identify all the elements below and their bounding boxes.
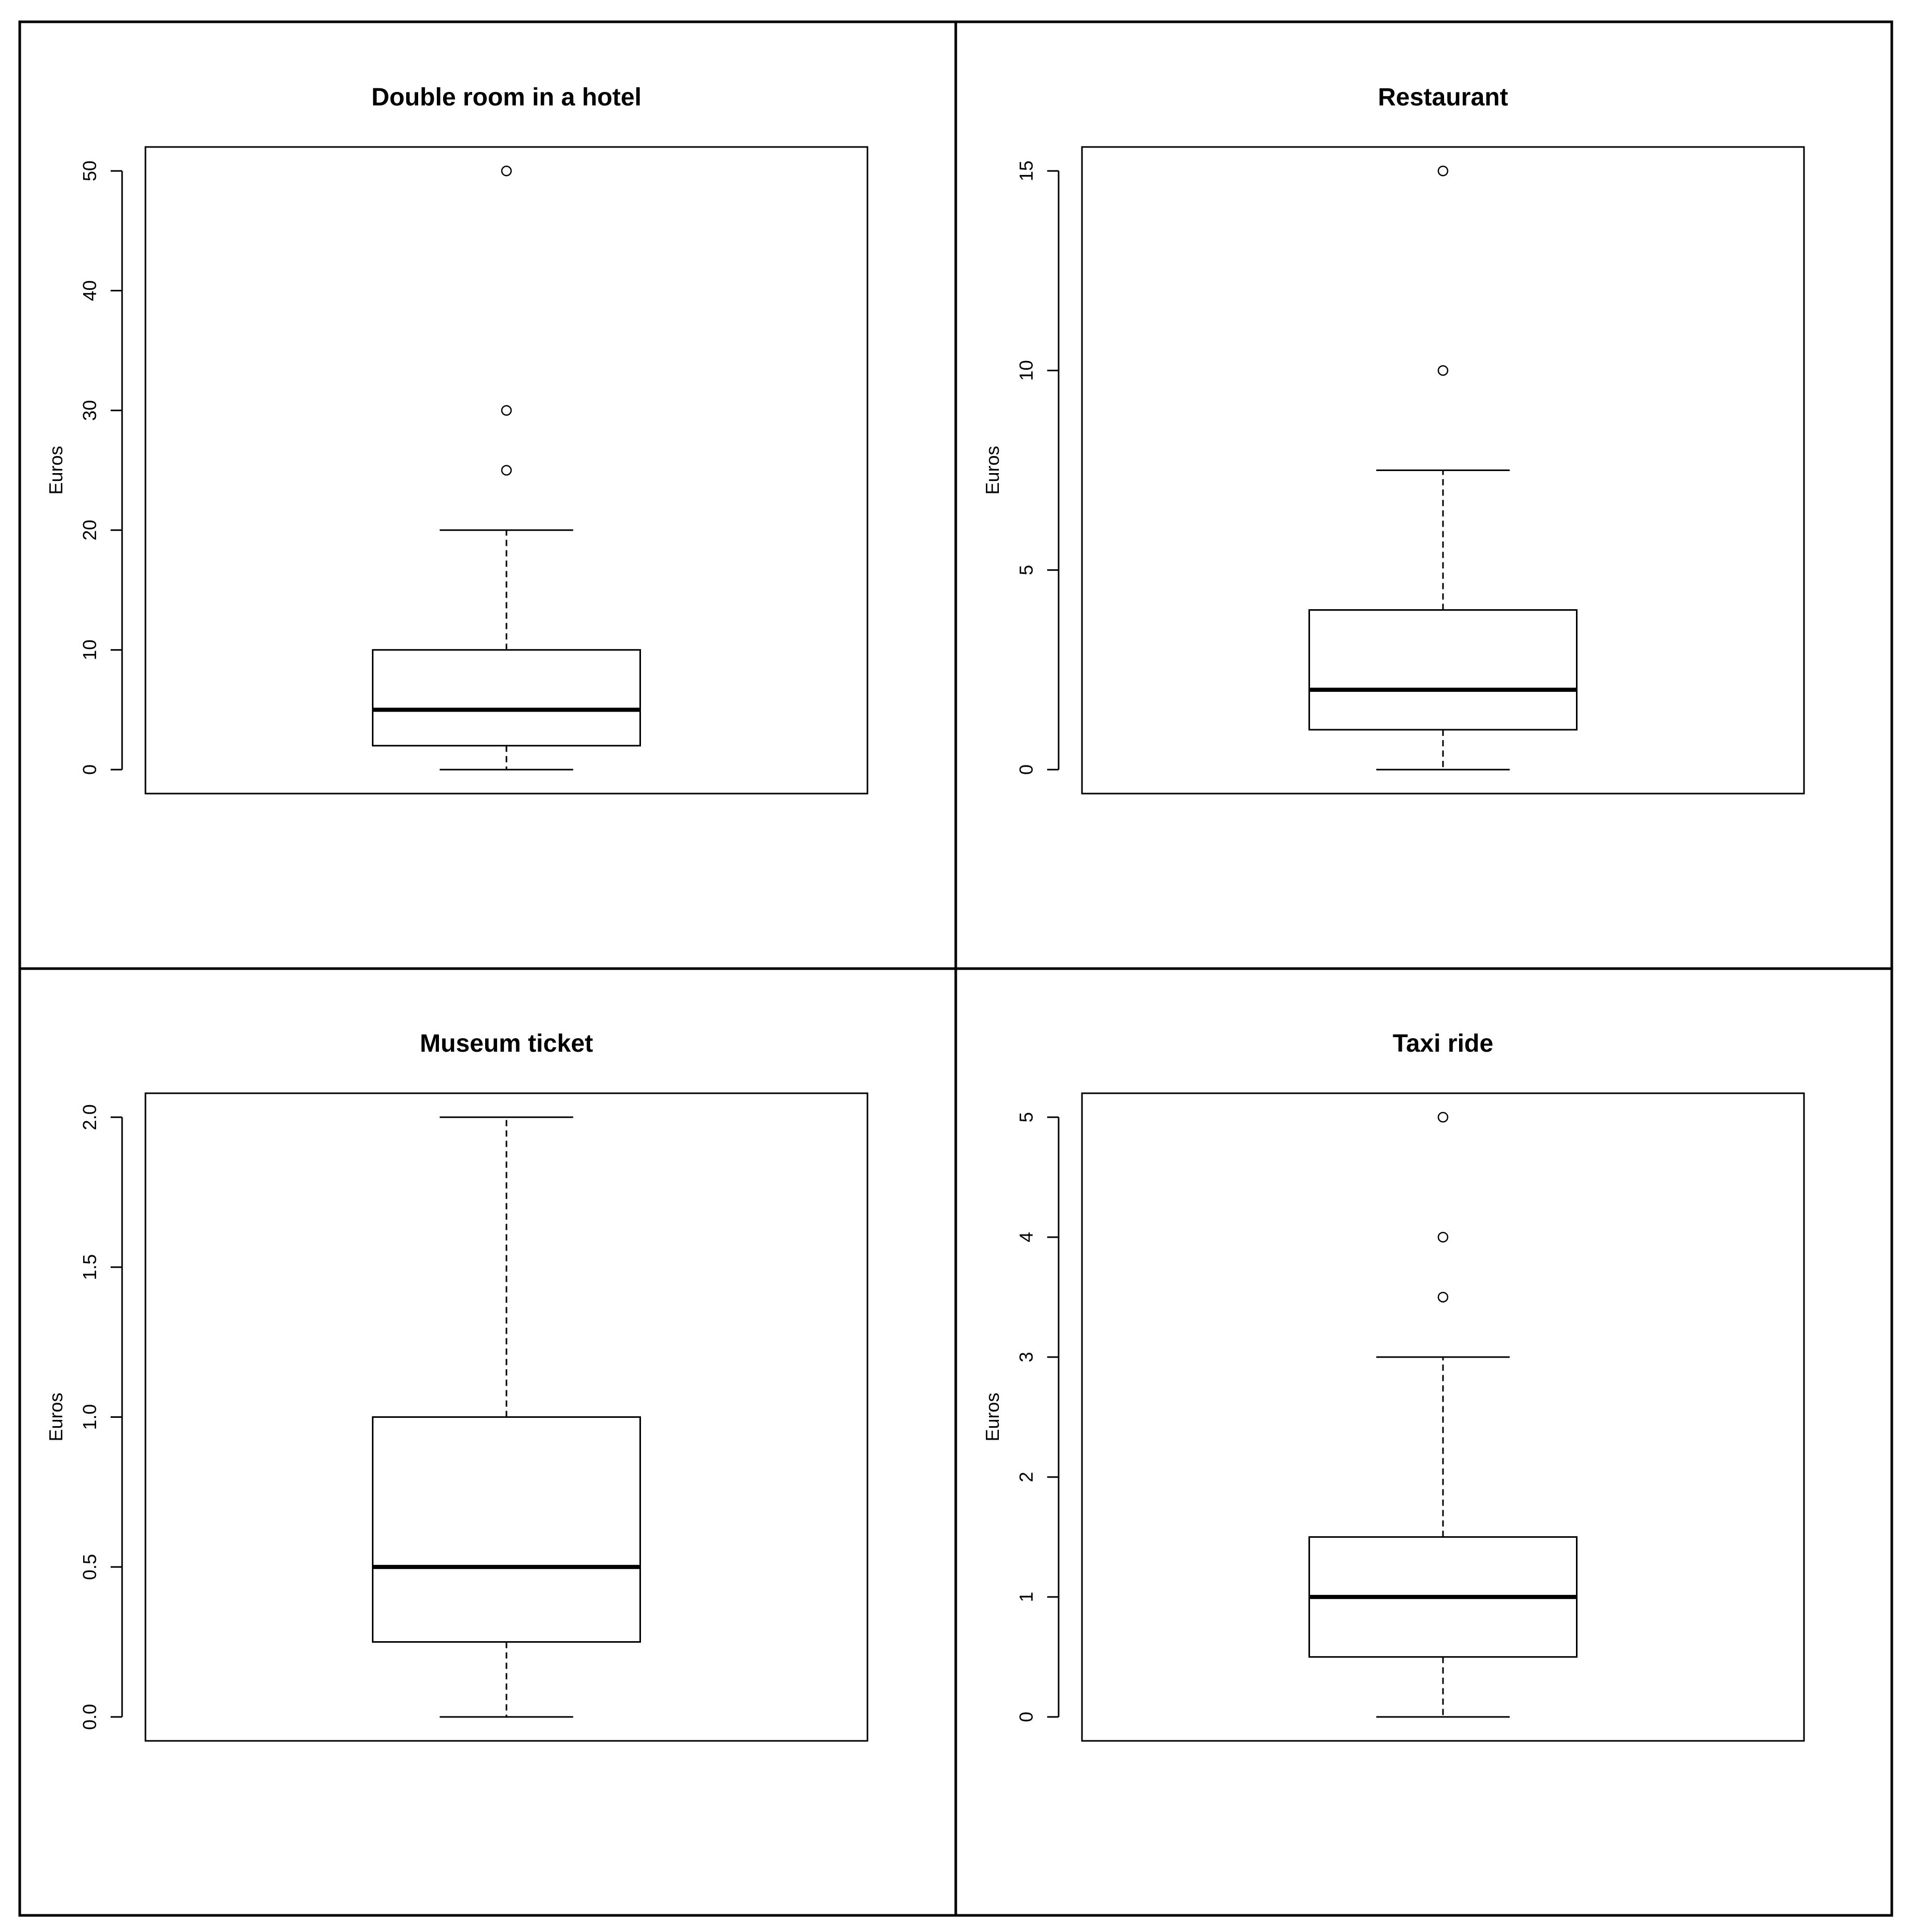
y-tick-label: 50 [79, 160, 100, 181]
y-tick-label: 0 [1015, 764, 1037, 775]
y-tick-label: 1.5 [79, 1254, 100, 1280]
outlier-point [501, 165, 512, 177]
y-tick-label: 1.0 [79, 1404, 100, 1430]
plot-frame [144, 1092, 868, 1742]
chart-panel-1: Double room in a hotel 0 10 20 30 40 50 Euros [45, 84, 868, 795]
chart-title: Double room in a hotel [371, 84, 642, 111]
chart-title: Museum ticket [420, 1030, 593, 1057]
y-tick-label: 5 [1015, 1112, 1037, 1122]
y-axis-label: Euros [982, 446, 1003, 494]
y-tick-label: 20 [79, 520, 100, 541]
y-tick-label: 30 [79, 400, 100, 421]
y-tick-label: 2 [1015, 1472, 1037, 1482]
chart-panel-3: Museum ticket 0.0 0.5 1.0 1.5 2.0 Euros [45, 1030, 868, 1742]
iqr-box [1308, 609, 1578, 731]
outlier-point [1437, 1231, 1449, 1243]
y-tick-label: 0.0 [79, 1704, 100, 1730]
y-tick-label: 4 [1015, 1232, 1037, 1242]
y-tick-label: 2.0 [79, 1104, 100, 1130]
y-tick-label: 10 [79, 639, 100, 660]
y-tick-label: 5 [1015, 565, 1037, 575]
y-tick-label: 1 [1015, 1592, 1037, 1602]
y-tick-label: 15 [1015, 160, 1037, 181]
y-tick-label: 0.5 [79, 1554, 100, 1580]
y-tick-label: 40 [79, 280, 100, 301]
chart-title: Restaurant [1378, 84, 1508, 111]
iqr-box [372, 1416, 641, 1643]
outlier-point [501, 465, 512, 476]
outlier-point [1437, 165, 1449, 177]
chart-panel-4: Taxi ride 0 1 2 3 4 5 Euros [982, 1030, 1805, 1742]
y-tick-label: 10 [1015, 360, 1037, 381]
plot-frame [1081, 1092, 1805, 1742]
iqr-box [372, 649, 641, 747]
chart-title: Taxi ride [1393, 1030, 1493, 1057]
outlier-point [1437, 1292, 1449, 1303]
outlier-point [1437, 1111, 1449, 1123]
outlier-point [501, 405, 512, 416]
y-axis-label: Euros [982, 1392, 1003, 1441]
y-axis-label: Euros [45, 1392, 66, 1441]
y-tick-label: 3 [1015, 1352, 1037, 1362]
y-tick-label: 0 [1015, 1712, 1037, 1722]
chart-panel-2: Restaurant 0 5 10 15 Euros [982, 84, 1805, 795]
y-tick-label: 0 [79, 764, 100, 775]
outlier-point [1437, 365, 1449, 376]
plot-frame [1081, 146, 1805, 795]
y-axis-label: Euros [45, 446, 66, 494]
plot-frame [144, 146, 868, 795]
